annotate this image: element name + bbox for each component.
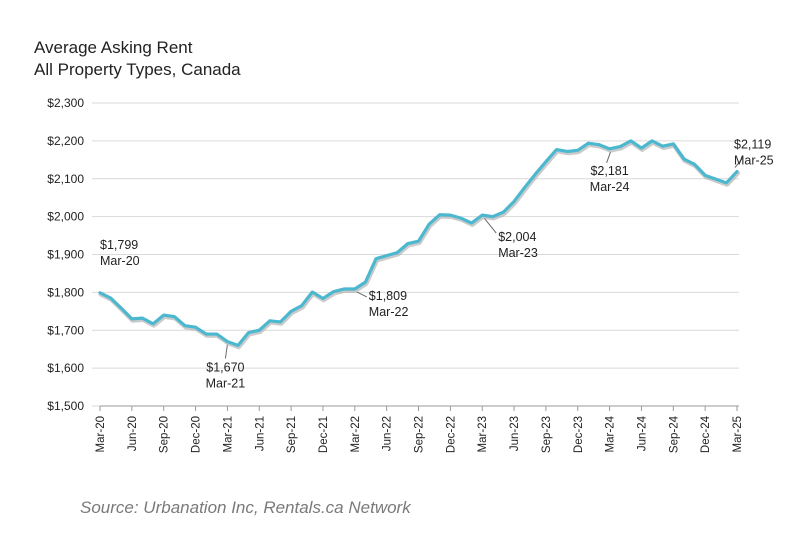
annotation-value-mar-20: $1,799	[100, 238, 138, 252]
annotation-leader	[356, 291, 368, 298]
y-tick-label: $1,900	[47, 248, 84, 262]
x-tick-label: Jun-21	[254, 416, 266, 451]
x-tick-label: Jun-22	[382, 416, 394, 451]
annotation-date-mar-25: Mar-25	[734, 154, 774, 168]
annotation-leaders	[224, 151, 744, 359]
x-tick-label: Mar-21	[222, 416, 234, 452]
annotation-value-mar-25: $2,119	[734, 138, 771, 152]
annotation-leader	[606, 151, 612, 163]
annotation-leader	[224, 344, 228, 359]
annotation-date-mar-21: Mar-21	[206, 377, 246, 391]
y-tick-label: $1,800	[47, 285, 84, 299]
annotation-date-mar-22: Mar-22	[369, 305, 409, 319]
x-tick-label: Jun-20	[127, 416, 139, 451]
x-tick-label: Dec-24	[700, 415, 712, 453]
y-tick-label: $2,200	[47, 134, 84, 148]
x-tick-label: Dec-20	[191, 416, 203, 453]
annotation-value-mar-22: $1,809	[369, 289, 407, 303]
x-tick-label: Mar-23	[477, 416, 489, 452]
chart-subtitle: All Property Types, Canada	[34, 60, 241, 79]
x-tick-label: Sep-21	[286, 416, 298, 453]
annotation-value-mar-24: $2,181	[590, 164, 628, 178]
source-note: Source: Urbanation Inc, Rentals.ca Netwo…	[80, 498, 411, 517]
annotation-date-mar-20: Mar-20	[100, 254, 140, 268]
series-lines	[98, 139, 741, 350]
chart-title: Average Asking Rent	[34, 38, 193, 57]
y-tick-label: $1,700	[47, 323, 84, 337]
y-tick-label: $2,300	[47, 96, 84, 110]
x-tick-label: Sep-20	[159, 416, 171, 453]
y-tick-label: $1,600	[47, 361, 84, 375]
x-tick-label: Dec-22	[445, 416, 457, 453]
x-tick-label: Mar-24	[605, 415, 617, 452]
y-axis-ticks: $1,500 $1,600 $1,700 $1,800 $1,900 $2,000 $2,1…	[47, 96, 84, 413]
x-tick-label: Mar-20	[95, 416, 107, 452]
x-tick-label: Sep-24	[668, 415, 680, 453]
x-tick-label: Sep-22	[414, 416, 426, 453]
x-tick-label: Dec-23	[573, 416, 585, 453]
annotation-leader	[734, 157, 744, 168]
y-tick-label: $1,500	[47, 399, 84, 413]
y-tick-label: $2,000	[47, 210, 84, 224]
x-tick-label: Mar-22	[350, 416, 362, 452]
annotation-value-mar-23: $2,004	[498, 230, 536, 244]
series-line-shadow	[98, 140, 741, 350]
annotation-value-mar-21: $1,670	[206, 361, 244, 375]
x-tick-label: Sep-23	[541, 416, 553, 453]
annotations: $1,799 Mar-20 $1,670 Mar-21 $1,809 Mar-22 $2,0…	[100, 138, 774, 391]
annotation-date-mar-24: Mar-24	[590, 180, 630, 194]
annotation-leader	[483, 217, 497, 234]
y-tick-label: $2,100	[47, 172, 84, 186]
x-tick-label: Jun-24	[636, 415, 648, 451]
x-tick-label: Mar-25	[732, 416, 744, 452]
x-tick-label: Jun-23	[509, 416, 521, 451]
chart-title-block: Average Asking Rent All Property Types, …	[34, 37, 241, 81]
x-tick-label: Dec-21	[318, 416, 330, 453]
series-line-average-asking-rent	[98, 139, 739, 347]
x-axis-ticks: Mar-20 Jun-20 Sep-20 Dec-20 Mar-21 Jun-21 Sep-…	[95, 406, 744, 453]
annotation-date-mar-23: Mar-23	[498, 246, 538, 260]
